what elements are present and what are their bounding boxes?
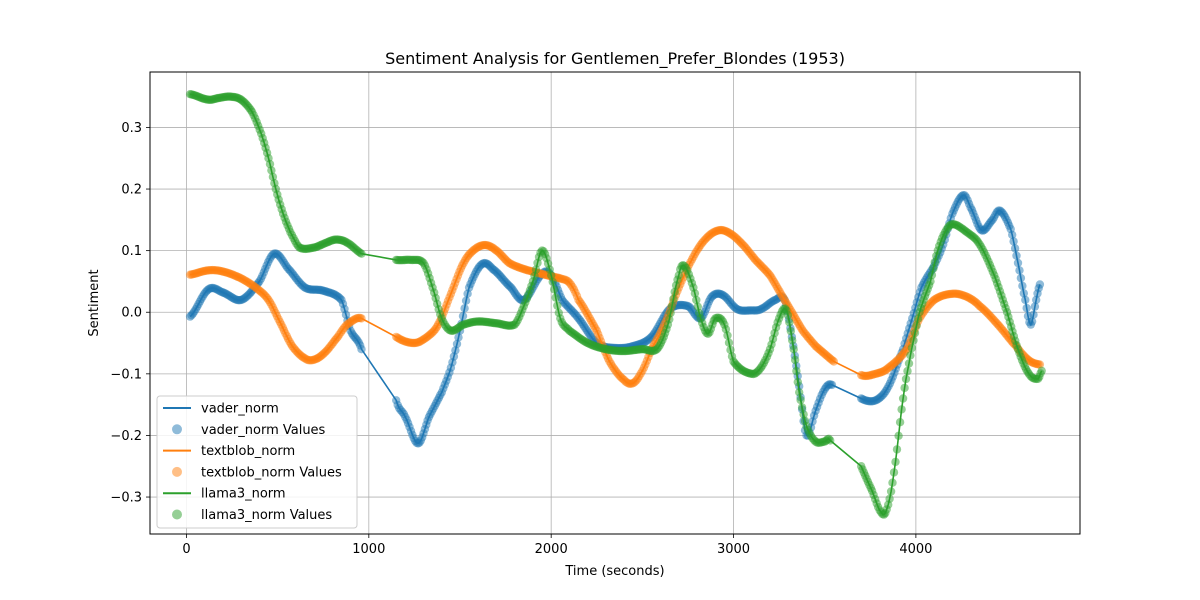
legend-entry: textblob_norm Values xyxy=(172,465,342,480)
chart-title: Sentiment Analysis for Gentlemen_Prefer_… xyxy=(385,49,845,69)
legend-entry: vader_norm Values xyxy=(172,423,326,438)
x-tick-label: 1000 xyxy=(352,542,385,557)
textblob_norm-line xyxy=(189,229,1041,385)
legend-entry: textblob_norm xyxy=(163,444,295,459)
y-axis-label: Sentiment xyxy=(87,269,102,336)
legend-entry: llama3_norm xyxy=(163,487,286,502)
legend-marker-swatch xyxy=(172,424,182,435)
vader_norm-value-point xyxy=(1035,280,1045,289)
llama3_norm-line xyxy=(189,93,1043,516)
y-tick-label: 0.0 xyxy=(121,306,142,321)
legend-label: llama3_norm xyxy=(201,487,286,502)
y-tick-label: 0.1 xyxy=(121,244,142,259)
y-tick-label: −0.2 xyxy=(110,429,142,444)
y-tick-label: −0.3 xyxy=(110,491,142,506)
y-tick-label: 0.3 xyxy=(121,121,142,136)
legend-label: textblob_norm Values xyxy=(201,465,342,480)
grid xyxy=(150,72,1080,534)
series-layer xyxy=(185,90,1046,519)
x-tick-label: 4000 xyxy=(899,542,932,557)
series-llama3_norm xyxy=(185,90,1046,519)
x-tick-label: 2000 xyxy=(535,542,568,557)
ticks: 0 1000 2000 3000 4000 −0.3 −0.2 −0.1 0.0 0.1 0.2 0.… xyxy=(110,121,932,557)
legend-marker-swatch xyxy=(172,509,182,520)
legend-label: textblob_norm xyxy=(201,444,295,459)
legend-label: vader_norm Values xyxy=(201,423,326,438)
legend-box xyxy=(156,395,358,529)
plot-frame xyxy=(149,71,1081,535)
y-tick-label: −0.1 xyxy=(110,367,142,382)
legend-label: vader_norm xyxy=(201,402,279,417)
series-textblob_norm xyxy=(185,225,1045,388)
legend-entry: llama3_norm Values xyxy=(172,508,332,523)
x-tick-label: 3000 xyxy=(717,542,750,557)
x-tick-label: 0 xyxy=(182,542,190,557)
legend-label: llama3_norm Values xyxy=(201,508,332,523)
legend-marker-swatch xyxy=(172,466,182,477)
legend: vader_norm vader_norm Values textblob_norm… xyxy=(156,395,358,529)
y-tick-label: 0.2 xyxy=(121,183,142,198)
legend-entry: vader_norm xyxy=(163,402,279,417)
x-axis-label: Time (seconds) xyxy=(564,564,664,579)
